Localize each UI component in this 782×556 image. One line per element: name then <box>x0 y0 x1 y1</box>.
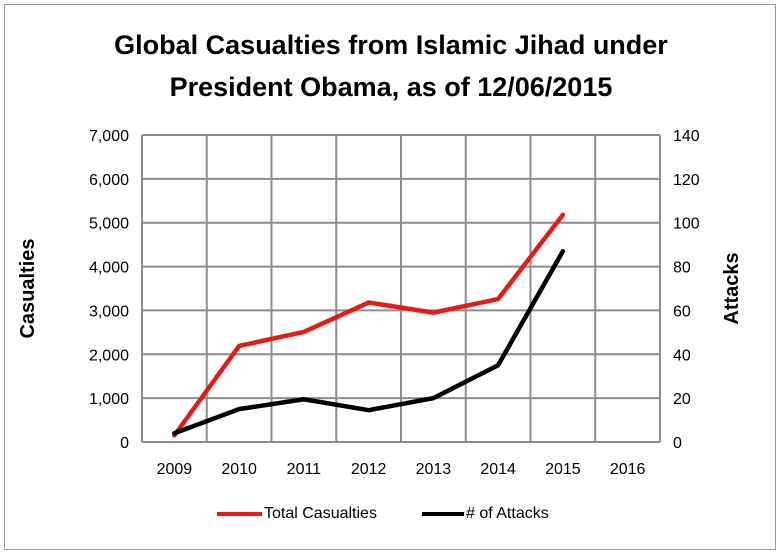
y2-tick-label: 120 <box>673 172 700 189</box>
x-tick-label: 2015 <box>545 461 581 478</box>
chart-title-line-1: Global Casualties from Islamic Jihad und… <box>114 30 668 60</box>
legend-item-total-casualties: Total Casualties <box>217 505 377 523</box>
x-tick-label: 2012 <box>351 461 387 478</box>
x-tick-label: 2013 <box>416 461 452 478</box>
chart-frame <box>4 4 776 550</box>
y-tick-label: 3,000 <box>89 303 129 320</box>
y-axis-title: Casualties <box>17 238 39 338</box>
chart-title-line-2: President Obama, as of 12/06/2015 <box>169 72 613 102</box>
x-tick-label: 2016 <box>610 461 646 478</box>
legend-item-attacks: # of Attacks <box>422 505 549 523</box>
y-tick-label: 7,000 <box>89 128 129 145</box>
y2-tick-label: 140 <box>673 128 700 145</box>
y2-tick-label: 40 <box>673 347 691 364</box>
y2-tick-label: 0 <box>673 435 682 452</box>
legend-label: Total Casualties <box>264 505 377 522</box>
y2-tick-label: 20 <box>673 391 691 408</box>
y-tick-label: 4,000 <box>89 260 129 277</box>
y-tick-label: 0 <box>120 435 129 452</box>
x-tick-label: 2014 <box>480 461 516 478</box>
y2-axis-title: Attacks <box>721 252 743 324</box>
legend-swatch-black <box>422 512 464 516</box>
y-tick-label: 1,000 <box>89 391 129 408</box>
y2-tick-label: 80 <box>673 260 691 277</box>
legend-swatch-red <box>217 512 262 516</box>
x-tick-label: 2010 <box>221 461 257 478</box>
legend-label: # of Attacks <box>466 505 549 522</box>
y-tick-label: 5,000 <box>89 216 129 233</box>
series-line-1 <box>172 248 566 436</box>
y-tick-label: 2,000 <box>89 347 129 364</box>
y2-tick-label: 100 <box>673 216 700 233</box>
y2-tick-label: 60 <box>673 303 691 320</box>
y-tick-label: 6,000 <box>89 172 129 189</box>
x-tick-label: 2011 <box>287 461 322 478</box>
series-line-0 <box>172 212 566 438</box>
x-tick-label: 2009 <box>157 461 193 478</box>
